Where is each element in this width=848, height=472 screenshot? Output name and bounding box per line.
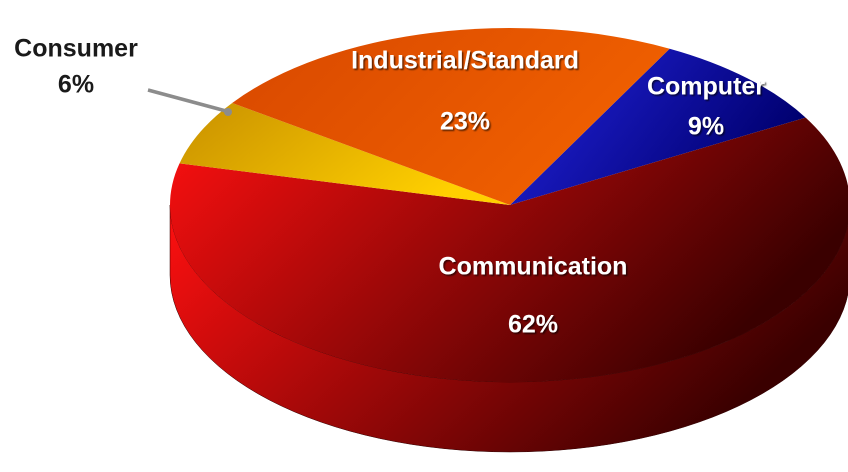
slice-label: Computer — [647, 73, 765, 101]
slice-label: Industrial/Standard — [351, 47, 579, 75]
slice — [510, 48, 806, 205]
slice — [232, 28, 670, 206]
leader-dot — [224, 108, 232, 116]
slice-value-label: 9% — [688, 113, 724, 141]
slice-value-label: 23% — [440, 108, 490, 136]
slice-value-label: 62% — [508, 311, 558, 339]
slice-value-label: 6% — [58, 71, 94, 99]
leader-line — [147, 88, 227, 113]
slice — [179, 102, 510, 205]
slice-label: Consumer — [14, 35, 138, 63]
slice — [170, 117, 848, 382]
slice-label: Communication — [439, 253, 628, 281]
